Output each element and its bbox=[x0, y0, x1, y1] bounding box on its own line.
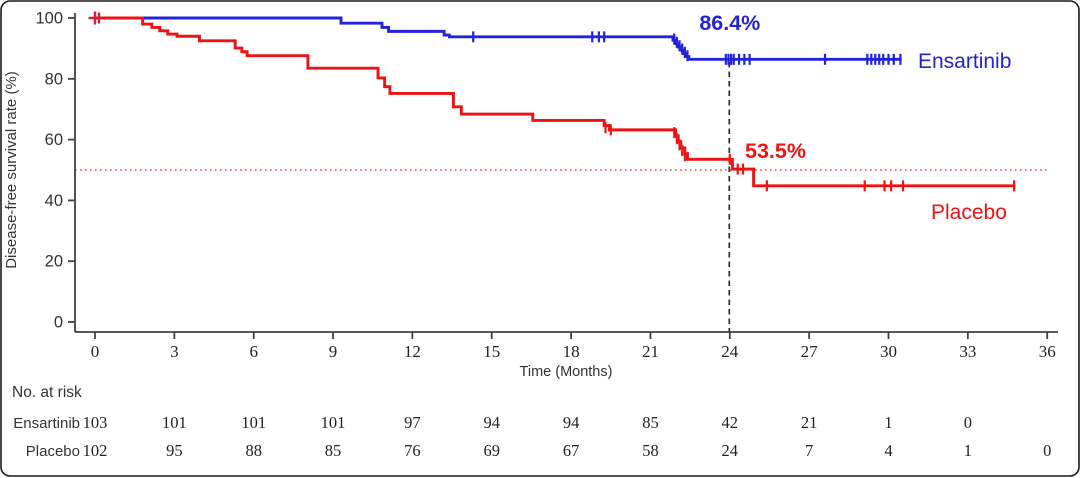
risk-count: 88 bbox=[245, 441, 262, 460]
y-tick-label: 20 bbox=[45, 253, 63, 271]
placebo-rate-annotation: 53.5% bbox=[745, 139, 806, 163]
risk-count: 101 bbox=[162, 413, 187, 432]
risk-count: 67 bbox=[563, 441, 580, 460]
x-tick-label: 3 bbox=[170, 342, 179, 361]
x-tick-label: 33 bbox=[959, 342, 976, 361]
risk-count: 94 bbox=[563, 413, 580, 432]
x-tick-label: 36 bbox=[1039, 342, 1056, 361]
risk-count: 7 bbox=[805, 441, 813, 460]
x-tick-label: 21 bbox=[642, 342, 659, 361]
y-tick-label: 0 bbox=[54, 314, 63, 332]
x-tick-label: 0 bbox=[91, 342, 100, 361]
y-tick-label: 60 bbox=[45, 131, 63, 149]
risk-table-header: No. at risk bbox=[12, 384, 82, 401]
risk-count: 0 bbox=[964, 413, 972, 432]
y-axis-title: Disease-free survival rate (%) bbox=[3, 71, 20, 269]
risk-count: 4 bbox=[884, 441, 892, 460]
x-tick-label: 24 bbox=[721, 342, 739, 361]
risk-count: 21 bbox=[801, 413, 818, 432]
x-tick-label: 27 bbox=[801, 342, 819, 361]
x-tick-label: 12 bbox=[404, 342, 421, 361]
risk-count: 1 bbox=[884, 413, 892, 432]
x-tick-label: 6 bbox=[249, 342, 258, 361]
risk-count: 101 bbox=[321, 413, 346, 432]
risk-count: 94 bbox=[484, 413, 501, 432]
x-axis-title: Time (Months) bbox=[520, 364, 613, 380]
risk-count: 42 bbox=[722, 413, 739, 432]
x-tick-label: 9 bbox=[329, 342, 338, 361]
risk-count: 95 bbox=[166, 441, 183, 460]
x-tick-label: 18 bbox=[563, 342, 580, 361]
risk-count: 97 bbox=[404, 413, 421, 432]
x-tick-label: 30 bbox=[880, 342, 897, 361]
risk-count: 58 bbox=[642, 441, 659, 460]
risk-row-label-ensartinib: Ensartinib bbox=[13, 415, 80, 432]
risk-count: 101 bbox=[241, 413, 266, 432]
placebo-curve-label: Placebo bbox=[931, 201, 1007, 224]
risk-count: 69 bbox=[484, 441, 501, 460]
y-tick-label: 100 bbox=[35, 10, 63, 28]
risk-count: 76 bbox=[404, 441, 421, 460]
y-tick-label: 40 bbox=[45, 192, 63, 210]
risk-count: 102 bbox=[83, 441, 108, 460]
x-tick-label: 15 bbox=[483, 342, 500, 361]
risk-count: 103 bbox=[83, 413, 108, 432]
ensartinib-rate-annotation: 86.4% bbox=[699, 11, 760, 35]
risk-count: 0 bbox=[1043, 441, 1051, 460]
risk-count: 85 bbox=[642, 413, 659, 432]
risk-count: 24 bbox=[722, 441, 739, 460]
risk-count: 1 bbox=[964, 441, 972, 460]
risk-count: 85 bbox=[325, 441, 342, 460]
y-tick-label: 80 bbox=[45, 70, 63, 88]
ensartinib-curve-label: Ensartinib bbox=[918, 50, 1011, 73]
risk-row-label-placebo: Placebo bbox=[26, 443, 80, 460]
